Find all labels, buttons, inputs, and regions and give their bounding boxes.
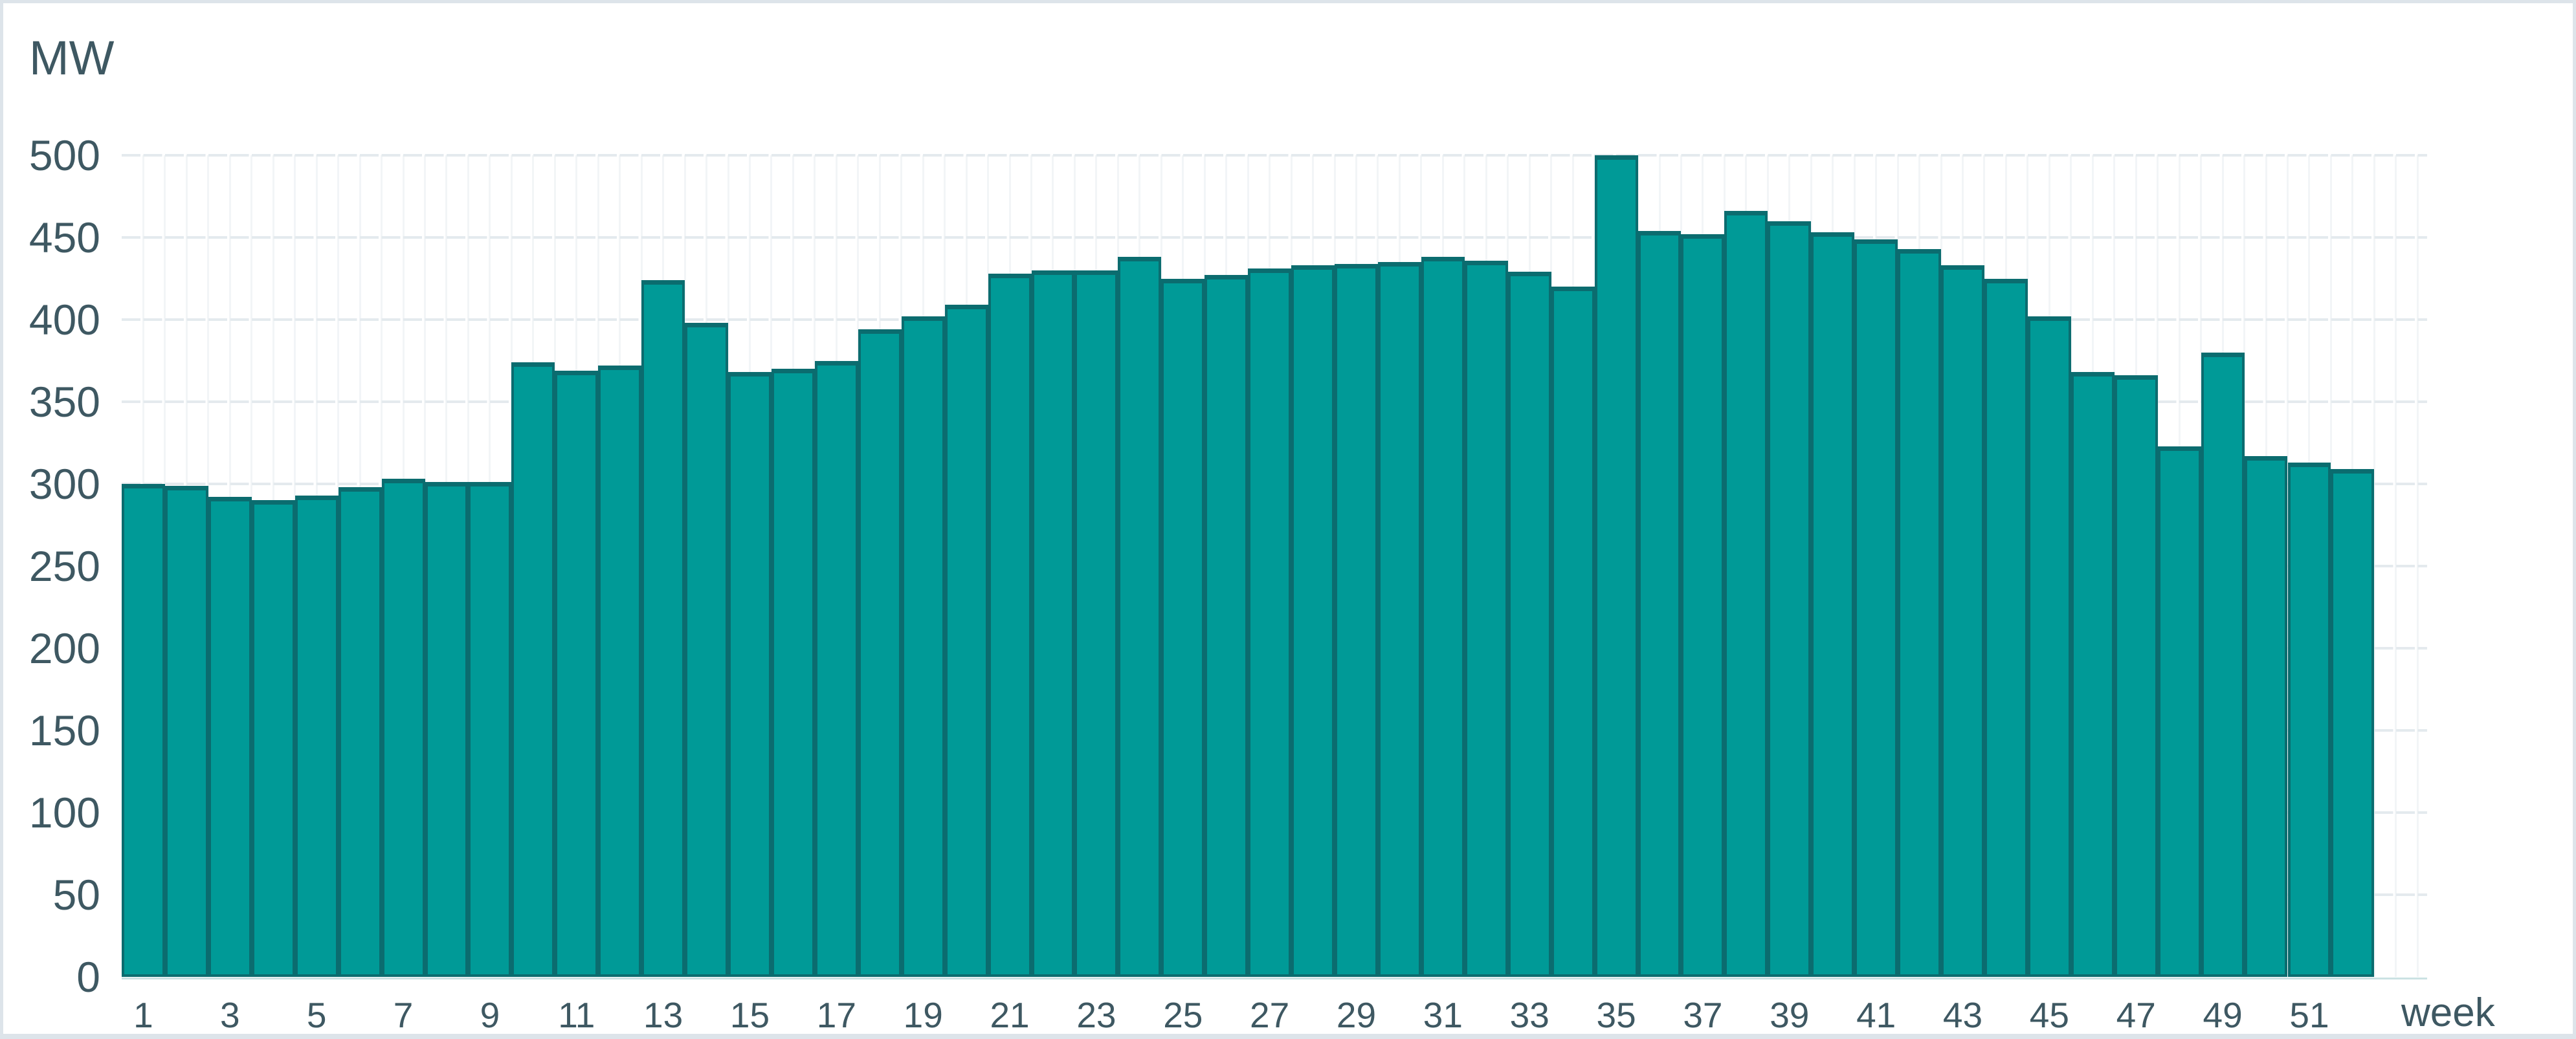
x-tick-label: 39 — [1770, 995, 1810, 1035]
x-tick-label: 47 — [2116, 995, 2156, 1035]
bar-week-21 — [988, 273, 1032, 977]
bar-week-25 — [1161, 278, 1205, 977]
x-tick-label: 33 — [1509, 995, 1549, 1035]
bar-week-46 — [2071, 372, 2115, 977]
bar-week-29 — [1335, 263, 1378, 977]
y-tick-label: 200 — [28, 624, 100, 672]
x-tick-label: 31 — [1423, 995, 1463, 1035]
bar-week-5 — [294, 495, 339, 977]
y-tick-label: 250 — [28, 542, 100, 590]
y-tick-label: 350 — [28, 378, 100, 426]
x-tick-label: 1 — [133, 995, 153, 1035]
bar-week-30 — [1377, 262, 1421, 977]
bar-week-48 — [2157, 446, 2201, 977]
bar-week-32 — [1464, 260, 1508, 977]
x-tick-label: 9 — [480, 995, 500, 1035]
bar-week-1 — [122, 484, 165, 977]
h-gridline — [122, 236, 2427, 239]
bar-week-14 — [685, 323, 728, 977]
bar-week-17 — [814, 360, 858, 977]
y-axis-unit-label: MW — [29, 31, 115, 85]
x-tick-label: 5 — [306, 995, 327, 1035]
y-tick-label: 150 — [28, 706, 100, 754]
bar-week-18 — [858, 329, 902, 977]
x-tick-label: 21 — [990, 995, 1030, 1035]
x-tick-label: 25 — [1163, 995, 1203, 1035]
x-tick-label: 41 — [1856, 995, 1896, 1035]
x-tick-label: 11 — [558, 995, 595, 1035]
bar-week-15 — [728, 372, 772, 977]
bar-week-8 — [425, 482, 469, 977]
bar-week-13 — [641, 280, 685, 977]
bar-week-38 — [1724, 211, 1768, 977]
x-axis-baseline — [122, 978, 2427, 979]
bar-week-31 — [1421, 257, 1465, 977]
x-tick-label: 27 — [1250, 995, 1290, 1035]
bar-week-51 — [2287, 462, 2331, 977]
bar-week-40 — [1811, 232, 1855, 977]
bar-week-3 — [208, 497, 252, 977]
x-tick-label: 35 — [1596, 995, 1636, 1035]
bar-week-43 — [1941, 265, 1984, 977]
bar-week-36 — [1638, 230, 1682, 977]
bar-week-20 — [944, 305, 988, 977]
bar-week-4 — [251, 500, 295, 977]
bar-week-2 — [164, 485, 208, 977]
bar-week-50 — [2244, 455, 2288, 977]
bar-week-39 — [1768, 221, 1812, 977]
y-tick-label: 450 — [28, 213, 100, 261]
bar-week-9 — [468, 482, 512, 977]
x-tick-label: 43 — [1942, 995, 1983, 1035]
x-tick-label: 15 — [729, 995, 770, 1035]
x-tick-label: 37 — [1683, 995, 1723, 1035]
y-tick-label: 50 — [52, 871, 100, 919]
bar-week-22 — [1031, 270, 1075, 977]
bar-week-10 — [511, 362, 555, 977]
bar-week-19 — [901, 316, 945, 977]
bar-week-7 — [381, 479, 425, 977]
bar-week-26 — [1205, 275, 1249, 977]
bar-week-42 — [1898, 248, 1942, 977]
bar-week-47 — [2114, 375, 2158, 977]
bar-week-37 — [1681, 234, 1725, 977]
bar-week-33 — [1507, 272, 1551, 977]
bar-week-23 — [1074, 270, 1118, 977]
bar-week-41 — [1854, 239, 1898, 977]
y-tick-label: 0 — [76, 953, 100, 1001]
x-tick-label: 29 — [1336, 995, 1377, 1035]
y-tick-label: 300 — [28, 460, 100, 508]
bar-week-45 — [2027, 316, 2071, 977]
bar-week-49 — [2201, 352, 2245, 977]
x-tick-label: 19 — [903, 995, 943, 1035]
bar-week-27 — [1248, 268, 1292, 977]
bar-week-35 — [1594, 155, 1638, 977]
x-tick-label: 17 — [816, 995, 856, 1035]
y-tick-label: 100 — [28, 789, 100, 837]
bar-week-12 — [598, 366, 642, 977]
h-gridline — [122, 154, 2427, 157]
x-tick-label: 49 — [2203, 995, 2243, 1035]
bar-week-34 — [1551, 287, 1595, 977]
bar-week-28 — [1291, 265, 1335, 977]
bar-week-52 — [2331, 469, 2375, 977]
bar-week-6 — [338, 487, 382, 977]
x-tick-label: 45 — [2029, 995, 2069, 1035]
x-tick-label: 7 — [393, 995, 414, 1035]
x-tick-label: 13 — [643, 995, 683, 1035]
x-axis-label: week — [2401, 990, 2495, 1035]
x-tick-label: 51 — [2289, 995, 2329, 1035]
bar-week-11 — [555, 370, 599, 977]
bar-week-44 — [1984, 278, 2028, 977]
y-tick-label: 400 — [28, 296, 100, 344]
bar-week-16 — [771, 369, 815, 977]
x-tick-label: 23 — [1076, 995, 1116, 1035]
y-tick-label: 500 — [28, 131, 100, 179]
x-tick-label: 3 — [220, 995, 240, 1035]
bar-week-24 — [1118, 257, 1162, 977]
